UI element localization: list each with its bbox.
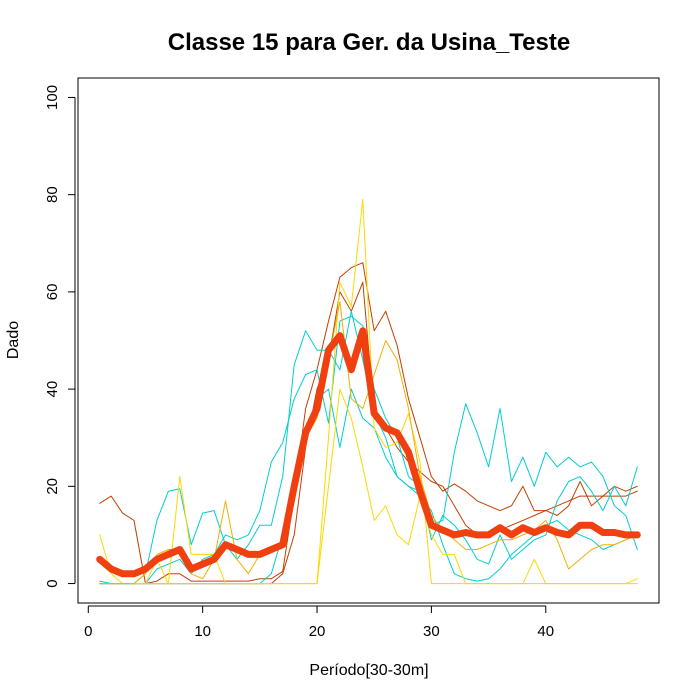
y-tick-label: 100: [44, 85, 61, 110]
series-line-9: [96, 327, 641, 578]
y-tick-label: 40: [44, 381, 61, 398]
y-tick-label: 0: [44, 579, 61, 587]
series-layer: [96, 199, 641, 585]
x-tick-label: 20: [309, 623, 326, 640]
x-tick-label: 30: [423, 623, 440, 640]
chart-title: Classe 15 para Ger. da Usina_Teste: [168, 29, 570, 56]
series-line-1: [99, 262, 638, 585]
x-tick-label: 10: [194, 623, 211, 640]
x-tick-label: 0: [84, 623, 92, 640]
y-tick-label: 20: [44, 478, 61, 495]
y-axis: 0 20 40 60 80 100: [44, 85, 76, 588]
y-tick-label: 60: [44, 284, 61, 301]
y-axis-label: Dado: [5, 321, 22, 359]
y-tick-label: 80: [44, 186, 61, 203]
x-axis: 0 10 20 30 40: [84, 605, 554, 640]
x-tick-label: 40: [537, 623, 554, 640]
plot-frame: [77, 77, 660, 604]
series-line-7: [99, 388, 638, 585]
x-axis-label: Período[30-30m]: [309, 662, 428, 679]
